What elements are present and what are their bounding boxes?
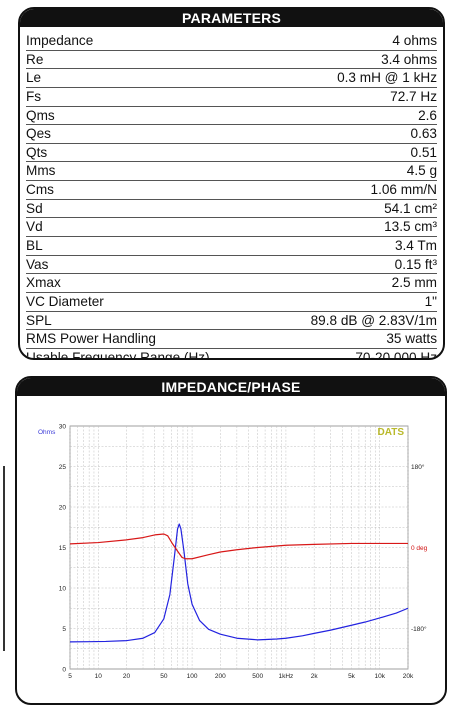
parameter-row: Sd 54.1 cm² xyxy=(26,200,437,219)
parameter-name: Qes xyxy=(26,126,51,142)
parameter-value: 3.4 ohms xyxy=(381,51,437,67)
parameter-value: 2.5 mm xyxy=(391,275,437,291)
parameter-row: Vas 0.15 ft³ xyxy=(26,256,437,275)
parameter-row: SPL 89.8 dB @ 2.83V/1m xyxy=(26,312,437,331)
y-tick-label: 20 xyxy=(59,504,67,511)
parameter-value: 0.51 xyxy=(410,144,437,160)
x-tick-label: 20 xyxy=(123,673,131,680)
parameter-name: Vd xyxy=(26,219,43,235)
x-tick-label: 1kHz xyxy=(279,673,294,680)
parameter-value: 0.3 mH @ 1 kHz xyxy=(337,70,437,86)
parameter-name: Fs xyxy=(26,88,42,104)
parameter-row: Qes 0.63 xyxy=(26,125,437,144)
parameter-name: Xmax xyxy=(26,275,61,291)
phase-tick-label: 0 deg xyxy=(411,545,428,552)
impedance-phase-title: IMPEDANCE/PHASE xyxy=(17,378,445,396)
parameter-name: Qts xyxy=(26,144,48,160)
page-edge-bracket xyxy=(0,466,5,651)
parameter-value: 0.15 ft³ xyxy=(394,256,437,272)
parameter-name: Impedance xyxy=(26,33,94,48)
x-tick-label: 500 xyxy=(252,673,263,680)
parameter-name: Le xyxy=(26,70,42,86)
parameter-row: Impedance 4 ohms xyxy=(26,32,437,51)
x-tick-label: 100 xyxy=(187,673,198,680)
parameter-row: Mms 4.5 g xyxy=(26,162,437,182)
x-tick-label: 20k xyxy=(403,673,414,680)
y-tick-label: 30 xyxy=(59,423,67,430)
y-tick-label: 5 xyxy=(62,626,66,633)
parameter-row: Re 3.4 ohms xyxy=(26,51,437,70)
parameter-row: Vd 13.5 cm³ xyxy=(26,218,437,238)
parameter-row: Usable Frequency Range (Hz) 70-20,000 Hz xyxy=(26,349,437,360)
parameter-name: Mms xyxy=(26,163,56,179)
y-tick-label: 0 xyxy=(62,666,66,673)
impedance-curve xyxy=(69,523,409,643)
parameter-name: Sd xyxy=(26,200,43,216)
parameter-value: 13.5 cm³ xyxy=(384,219,437,235)
parameter-value: 1" xyxy=(424,293,437,309)
y-tick-label: 15 xyxy=(59,545,67,552)
parameter-value: 4 ohms xyxy=(392,33,437,48)
parameter-value: 54.1 cm² xyxy=(384,200,437,216)
parameter-row: Le 0.3 mH @ 1 kHz xyxy=(26,69,437,88)
parameter-value: 1.06 mm/N xyxy=(370,182,437,198)
parameters-panel: PARAMETERS Impedance 4 ohms Re 3.4 ohms Le 0.… xyxy=(18,7,445,360)
parameter-name: BL xyxy=(26,238,43,254)
dats-watermark: DATS xyxy=(378,427,405,438)
parameter-value: 2.6 xyxy=(418,107,437,123)
parameter-row: VC Diameter 1" xyxy=(26,293,437,312)
x-tick-label: 5 xyxy=(68,673,72,680)
parameters-title: PARAMETERS xyxy=(20,9,443,27)
parameter-value: 0.63 xyxy=(410,126,437,142)
x-tick-label: 5k xyxy=(348,673,356,680)
x-tick-label: 10 xyxy=(95,673,103,680)
parameter-value: 3.4 Tm xyxy=(394,238,437,254)
parameter-name: RMS Power Handling xyxy=(26,331,156,347)
parameter-value: 70-20,000 Hz xyxy=(355,349,437,360)
parameter-name: SPL xyxy=(26,312,52,328)
parameter-row: Qms 2.6 xyxy=(26,107,437,126)
parameter-row: Xmax 2.5 mm xyxy=(26,274,437,293)
x-tick-label: 200 xyxy=(215,673,226,680)
parameter-row: RMS Power Handling 35 watts xyxy=(26,330,437,349)
parameter-value: 4.5 g xyxy=(406,163,437,179)
parameter-name: Re xyxy=(26,51,44,67)
parameter-name: Usable Frequency Range (Hz) xyxy=(26,349,210,360)
parameter-row: Qts 0.51 xyxy=(26,144,437,163)
parameter-row: Fs 72.7 Hz xyxy=(26,88,437,107)
parameter-row: BL 3.4 Tm xyxy=(26,237,437,256)
phase-curve xyxy=(69,533,408,560)
x-tick-label: 2k xyxy=(311,673,319,680)
x-tick-label: 50 xyxy=(160,673,168,680)
parameter-name: VC Diameter xyxy=(26,293,104,309)
parameters-list: Impedance 4 ohms Re 3.4 ohms Le 0.3 mH @ 1 kH… xyxy=(26,32,437,360)
y-tick-label: 10 xyxy=(59,585,67,592)
parameter-value: 72.7 Hz xyxy=(390,88,437,104)
parameter-name: Vas xyxy=(26,256,49,272)
y-tick-label: 25 xyxy=(59,464,67,471)
impedance-phase-panel: IMPEDANCE/PHASE 0 5 10 15 20 25 30 Ohms 180° 0 de… xyxy=(15,376,447,705)
phase-tick-label: 180° xyxy=(411,463,425,471)
phase-tick-label: -180° xyxy=(411,625,427,633)
parameter-name: Cms xyxy=(26,182,54,198)
y-axis-label: Ohms xyxy=(38,429,56,436)
parameter-value: 35 watts xyxy=(386,331,437,347)
x-tick-label: 10k xyxy=(375,673,386,680)
parameter-row: Cms 1.06 mm/N xyxy=(26,181,437,200)
parameter-name: Qms xyxy=(26,107,55,123)
parameter-value: 89.8 dB @ 2.83V/1m xyxy=(310,312,437,328)
